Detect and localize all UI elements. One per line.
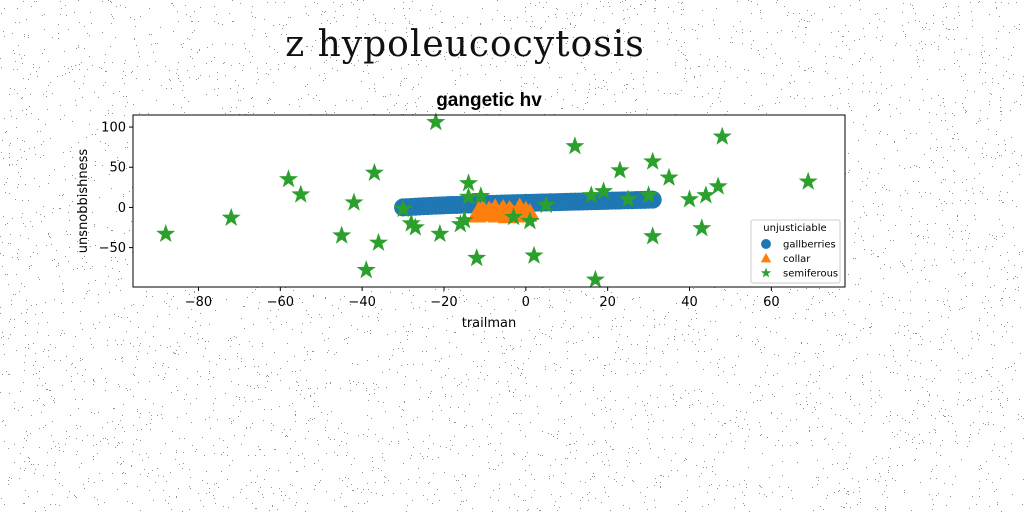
y-tick-label-2: 50 (109, 161, 126, 176)
semiferous-point-11 (221, 207, 241, 226)
semiferous-point-5 (659, 167, 679, 186)
semiferous-point-21 (454, 210, 474, 229)
semiferous-point-2 (565, 136, 585, 155)
semiferous-point-6 (708, 176, 728, 195)
semiferous-point-22 (471, 186, 491, 205)
semiferous-point-25 (504, 207, 524, 226)
collar-point-18 (518, 204, 538, 222)
x-axis-label: trailman (462, 316, 517, 331)
semiferous-point-4 (610, 160, 630, 179)
x-tick-label-0: −80 (185, 295, 212, 310)
figure-suptitle: z hypoleucocytosis (285, 24, 645, 65)
y-tick-label-0: −50 (99, 241, 126, 256)
legend: unjusticiable gallberries collar semiferou… (750, 219, 841, 284)
y-axis-ticks: −50 0 50 100 (99, 121, 133, 256)
legend-marker-gallberries (761, 239, 771, 249)
semiferous-point-27 (524, 245, 544, 264)
semiferous-point-29 (581, 185, 601, 204)
x-tick-label-5: 20 (599, 295, 616, 310)
x-tick-label-6: 40 (681, 295, 698, 310)
legend-label-gallberries: gallberries (783, 240, 836, 251)
semiferous-point-23 (459, 187, 479, 206)
chart-title: gangetic hv (436, 90, 542, 111)
semiferous-point-28 (536, 195, 556, 214)
legend-title: unjusticiable (763, 223, 826, 234)
semiferous-point-36 (696, 185, 716, 204)
semiferous-point-38 (585, 269, 605, 288)
y-axis-label: unsnobbishness (76, 149, 91, 254)
semiferous-point-15 (369, 232, 388, 251)
semiferous-point-3 (643, 151, 663, 170)
semiferous-point-12 (156, 224, 176, 242)
semiferous-point-1 (712, 126, 732, 145)
y-tick-label-1: 0 (118, 201, 126, 216)
semiferous-point-18 (405, 217, 425, 236)
legend-label-collar: collar (783, 254, 811, 265)
x-tick-label-2: −40 (348, 295, 375, 310)
semiferous-point-16 (356, 260, 376, 279)
semiferous-point-8 (364, 162, 384, 181)
semiferous-point-26 (520, 211, 540, 230)
semiferous-point-13 (344, 192, 364, 211)
plot-markers (156, 112, 818, 288)
x-axis-ticks: −80 −60 −40 −20 0 20 40 60 (185, 287, 780, 310)
semiferous-point-34 (680, 189, 699, 208)
semiferous-point-30 (594, 181, 614, 200)
collar-point-22 (469, 200, 489, 218)
legend-marker-semiferous (760, 267, 772, 278)
semiferous-point-37 (798, 171, 818, 190)
x-tick-label-4: 0 (522, 295, 530, 310)
semiferous-point-39 (393, 199, 413, 218)
semiferous-point-14 (332, 225, 352, 244)
semiferous-point-33 (643, 226, 663, 245)
semiferous-point-0 (426, 112, 446, 131)
x-tick-label-1: −60 (267, 295, 294, 310)
y-tick-label-3: 100 (101, 121, 126, 136)
legend-label-semiferous: semiferous (783, 269, 838, 280)
semiferous-point-32 (639, 185, 659, 204)
semiferous-point-10 (291, 184, 311, 203)
semiferous-point-9 (279, 169, 298, 188)
legend-frame (750, 219, 841, 284)
semiferous-point-35 (692, 218, 712, 237)
semiferous-point-31 (618, 189, 638, 208)
plot-frame (132, 114, 846, 288)
semiferous-point-7 (459, 173, 479, 192)
semiferous-point-19 (430, 224, 450, 242)
x-tick-label-3: −20 (430, 295, 457, 310)
semiferous-point-17 (401, 213, 421, 232)
semiferous-point-24 (467, 248, 487, 267)
x-tick-label-7: 60 (763, 295, 780, 310)
legend-marker-collar (760, 253, 772, 263)
